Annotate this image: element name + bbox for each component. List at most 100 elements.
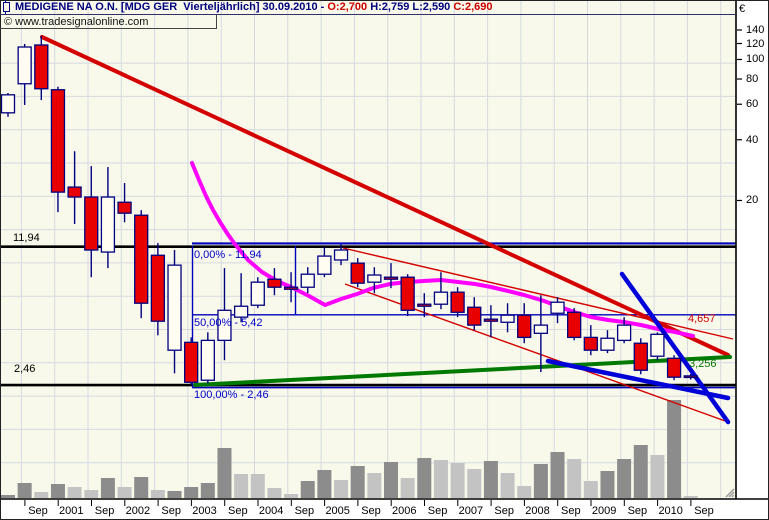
volume-bar[interactable] [650,455,665,498]
volume-bar[interactable] [450,463,465,498]
volume-bar[interactable] [533,464,548,498]
volume-bar[interactable] [467,469,482,498]
volume-bar[interactable] [117,487,132,498]
candle[interactable] [267,278,282,288]
volume-bar[interactable] [550,452,565,498]
volume-bar[interactable] [284,494,299,498]
volume-bar[interactable] [367,473,382,498]
volume-bar[interactable] [517,486,532,498]
volume-bar[interactable] [1,495,15,498]
fib-50-label: 50,00% - 5,42 [194,317,263,329]
volume-bar[interactable] [317,470,332,498]
candle[interactable] [84,196,99,251]
volume-bar[interactable] [184,487,199,498]
chart-title: MEDIGENE NA O.N. [MDG GER Vierteljährlic… [15,1,328,13]
volume-bar[interactable] [683,496,698,498]
candle[interactable] [317,255,332,275]
volume-bar[interactable] [334,480,349,498]
volume-bar[interactable] [433,460,448,498]
volume-bar[interactable] [500,473,515,498]
candle[interactable] [67,186,82,198]
candle[interactable] [134,214,149,304]
candle[interactable] [550,301,565,314]
candle[interactable] [367,274,382,283]
candle[interactable] [283,286,299,290]
volume-bar[interactable] [17,483,32,498]
candle[interactable] [233,305,249,318]
trendline-red-main[interactable] [40,35,730,357]
volume-bar[interactable] [667,400,682,498]
candle[interactable] [483,318,499,322]
candle[interactable] [400,276,415,311]
volume-bar[interactable] [300,481,315,498]
volume-bar[interactable] [583,481,598,498]
volume-bar[interactable] [417,458,432,498]
volume-bar[interactable] [67,487,82,498]
candle[interactable] [184,341,199,383]
candle[interactable] [450,291,465,313]
trendline-blue-flat[interactable] [545,358,731,401]
candle[interactable] [616,324,632,342]
volume-bar[interactable] [350,466,365,498]
resize-grip[interactable] [725,488,735,498]
volume-bar[interactable] [100,478,115,498]
trendline-blue-steep[interactable] [619,271,731,425]
volume-bar[interactable] [617,459,632,498]
y-axis-tick-label: 100 [746,53,765,66]
x-axis-tick-label: Sep [161,505,181,517]
volume-bar[interactable] [200,483,215,498]
candle[interactable] [517,314,532,339]
candle[interactable] [200,339,215,381]
candle[interactable] [217,309,232,342]
volume-bar[interactable] [167,491,182,498]
candle[interactable] [417,303,432,307]
volume-bar[interactable] [400,478,415,498]
candle[interactable] [17,46,32,85]
volume-bar[interactable] [267,488,282,498]
volume-bar[interactable] [50,484,65,498]
volume-bar[interactable] [150,490,165,498]
x-axis-tick-label: Sep [561,505,581,517]
candle[interactable] [633,342,648,371]
candle[interactable] [250,281,265,306]
candle[interactable] [433,291,449,305]
volume-bar[interactable] [633,445,648,498]
resize-grip[interactable] [731,494,735,498]
volume-bar[interactable] [134,477,149,498]
candle[interactable] [167,264,182,351]
candle[interactable] [34,44,49,90]
candle[interactable] [650,333,665,357]
candle[interactable] [567,311,582,339]
ohlc-open: O:2,700 [327,1,371,13]
candle[interactable] [383,276,399,280]
candle[interactable] [350,262,365,284]
volume-bar[interactable] [383,462,398,498]
volume-bar[interactable] [483,461,498,498]
volume-bar[interactable] [600,471,615,498]
y-axis-tick-label: 60 [746,98,759,111]
volume-bar[interactable] [567,459,582,498]
candle[interactable] [583,336,598,351]
resize-grip[interactable] [728,491,735,498]
volume-bar[interactable] [84,490,99,498]
candle[interactable] [467,306,482,326]
x-axis-tick-label: Sep [228,505,248,517]
candle[interactable] [666,357,682,378]
candle[interactable] [100,196,116,253]
candle[interactable] [683,375,698,379]
volume-bar[interactable] [217,448,232,498]
volume-bar[interactable] [250,474,265,498]
candle[interactable] [600,337,615,351]
candle[interactable] [500,314,515,323]
channel-line-red-upper[interactable] [342,247,734,340]
candle[interactable] [117,201,132,214]
candle[interactable] [333,249,349,261]
candle[interactable] [300,273,315,288]
candle[interactable] [533,324,549,334]
candle[interactable] [0,94,16,114]
volume-bar[interactable] [234,474,249,498]
volume-bar[interactable] [34,492,49,498]
candle[interactable] [50,89,66,193]
candle[interactable] [150,254,166,322]
